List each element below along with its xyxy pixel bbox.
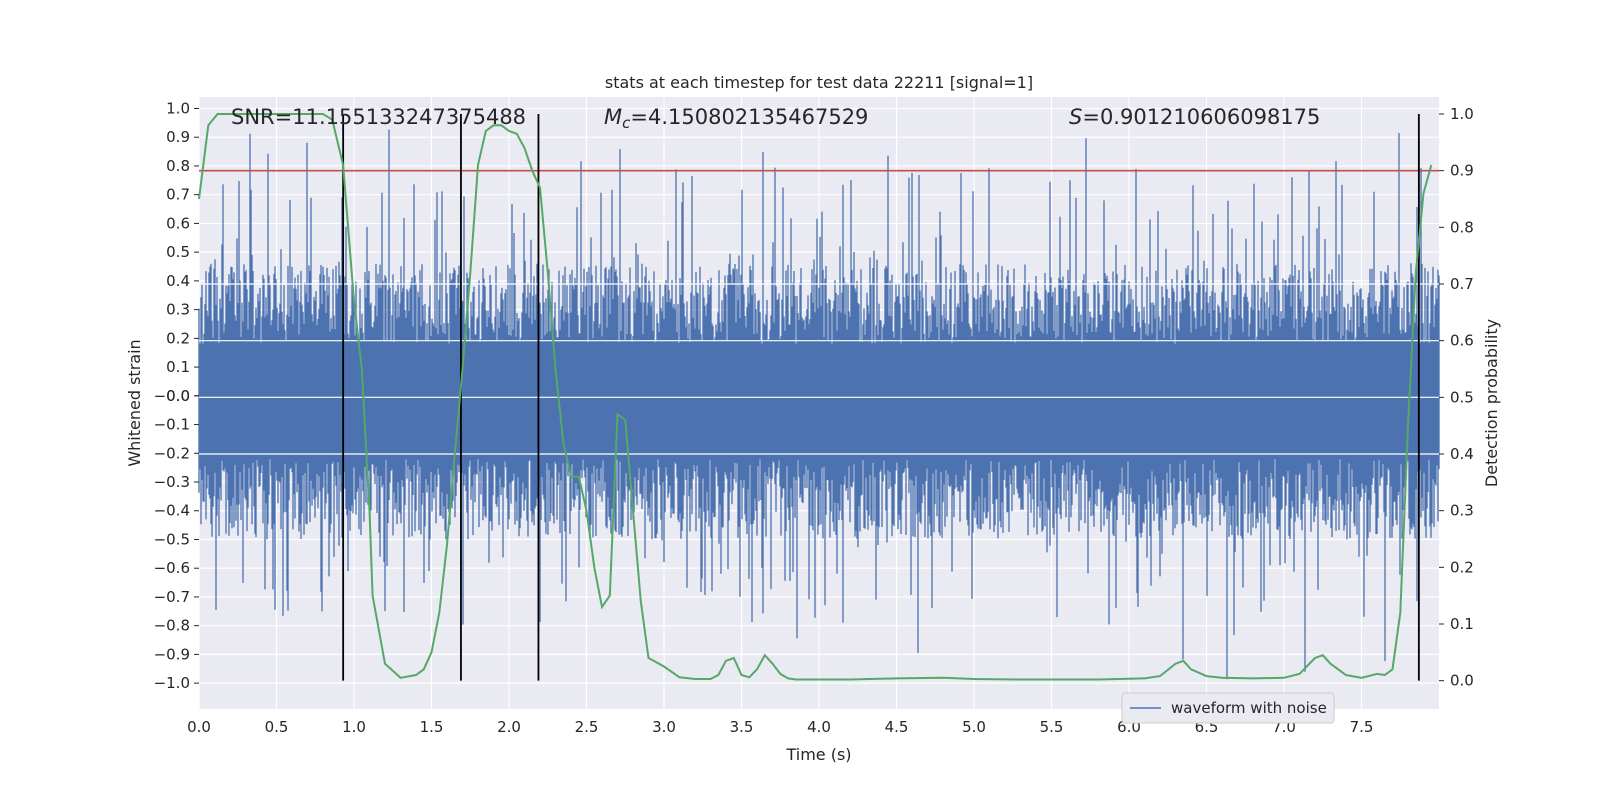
- x-tick-label: 3.5: [730, 718, 754, 736]
- x-tick-label: 1.5: [420, 718, 444, 736]
- x-tick-label: 0.5: [265, 718, 289, 736]
- legend-label: waveform with noise: [1171, 699, 1327, 717]
- x-tick-label: 2.5: [575, 718, 599, 736]
- y-left-tick-label: −0.3: [154, 473, 190, 491]
- x-tick-label: 4.0: [807, 718, 831, 736]
- detection-probability-line: [198, 113, 1433, 681]
- y-right-tick-label: 0.6: [1450, 332, 1474, 350]
- chirp-mass-symbol: M: [604, 105, 622, 129]
- legend: waveform with noise: [1121, 692, 1335, 724]
- y-right-tick-label: 0.3: [1450, 502, 1474, 520]
- x-axis-label: Time (s): [785, 745, 851, 764]
- y-left-tick-label: 0.2: [166, 329, 190, 347]
- chirp-mass-subscript: c: [622, 114, 631, 132]
- y-right-tick-label: 1.0: [1450, 105, 1474, 123]
- legend-box: [1121, 692, 1335, 724]
- chirp-mass-annotation: Mc=4.150802135467529: [604, 105, 868, 132]
- waveform-series: [198, 129, 1440, 680]
- y-left-tick-label: −0.9: [154, 645, 190, 663]
- detection-markers: [342, 114, 1420, 681]
- y-axis-left-label: Whitened strain: [125, 339, 144, 466]
- y-left-tick-label: 0.1: [166, 358, 190, 376]
- s-symbol: S: [1069, 105, 1082, 129]
- y-left-tick-label: −0.6: [154, 559, 190, 577]
- y-left-tick-label: 0.6: [166, 214, 190, 232]
- x-tick-label: 3.0: [652, 718, 676, 736]
- y-left-tick-label: 0.9: [166, 128, 190, 146]
- x-tick-label: 1.0: [342, 718, 366, 736]
- x-tick-label: 0.0: [187, 718, 211, 736]
- y-axis-right-ticks: 1.0 0.9 0.8 0.7 0.6 0.5 0.4 0.3 0.2 0.1 0.0: [1439, 105, 1474, 690]
- y-left-tick-label: −0.1: [154, 416, 190, 434]
- y-left-tick-label: 0.3: [166, 301, 190, 319]
- chirp-mass-value: =4.150802135467529: [630, 105, 868, 129]
- y-left-tick-label: −0.0: [154, 387, 190, 405]
- chart-title: stats at each timestep for test data 222…: [605, 73, 1033, 92]
- y-left-tick-label: −0.8: [154, 617, 190, 635]
- y-left-tick-label: −0.2: [154, 444, 190, 462]
- y-axis-right-label: Detection probability: [1482, 319, 1501, 487]
- y-left-tick-label: 0.0: [166, 387, 190, 405]
- s-annotation: S=0.901210606098175: [1069, 105, 1320, 129]
- y-right-tick-label: 0.7: [1450, 275, 1474, 293]
- y-left-tick-label: −0.5: [154, 530, 190, 548]
- x-tick-label: 2.0: [497, 718, 521, 736]
- y-axis-left-ticks: 1.0 0.9 0.8 0.7 0.6 0.5 0.4 0.3 0.2 0.1 0.0−0.0 −0.…: [154, 99, 199, 692]
- x-tick-label: 7.5: [1350, 718, 1374, 736]
- y-left-tick-label: 0.5: [166, 243, 190, 261]
- y-right-tick-label: 0.8: [1450, 218, 1474, 236]
- y-right-tick-label: 0.1: [1450, 615, 1474, 633]
- y-left-tick-label: 1.0: [166, 99, 190, 117]
- x-tick-label: 4.5: [885, 718, 909, 736]
- s-value: =0.901210606098175: [1082, 105, 1320, 129]
- y-right-tick-label: 0.2: [1450, 558, 1474, 576]
- snr-annotation: SNR=11.155133247375488: [231, 105, 526, 129]
- y-left-tick-label: 0.7: [166, 186, 190, 204]
- y-left-tick-label: 0.8: [166, 157, 190, 175]
- y-right-tick-label: 0.4: [1450, 445, 1474, 463]
- y-right-tick-label: 0.5: [1450, 388, 1474, 406]
- waveform-core: [199, 346, 1439, 454]
- y-left-tick-label: −0.7: [154, 588, 190, 606]
- y-right-tick-label: 0.9: [1450, 162, 1474, 180]
- x-tick-label: 5.5: [1040, 718, 1064, 736]
- y-left-tick-label: −1.0: [154, 674, 190, 692]
- y-left-tick-label: 0.4: [166, 272, 190, 290]
- horizontal-reference-lines: [199, 283, 1439, 455]
- y-right-tick-label: 0.0: [1450, 672, 1474, 690]
- y-left-tick-label: −0.4: [154, 502, 190, 520]
- x-tick-label: 5.0: [962, 718, 986, 736]
